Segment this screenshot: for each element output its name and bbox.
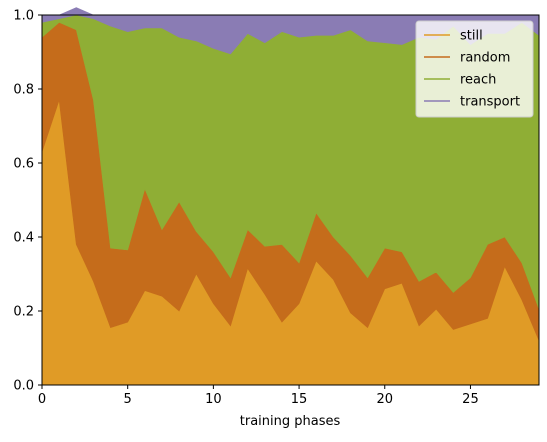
x-tick-label: 15 <box>291 392 308 407</box>
x-tick-label: 20 <box>376 392 393 407</box>
plot-frame <box>41 14 540 386</box>
legend-box <box>415 20 534 118</box>
y-tick-label: 0.2 <box>13 305 34 320</box>
legend: still random reach transport <box>415 20 534 118</box>
x-tick-label: 0 <box>38 392 46 407</box>
y-tick-label: 0.6 <box>13 157 34 172</box>
y-tick-label: 0.0 <box>13 379 34 394</box>
y-tick-label: 0.4 <box>13 231 34 246</box>
legend-label-still: still <box>460 29 483 44</box>
x-tick-label: 10 <box>205 392 222 407</box>
axis-ticks: 0 5 10 15 20 25 0.0 0.2 0.4 0.6 0.8 1.0 <box>13 9 478 408</box>
x-tick-label: 25 <box>462 392 479 407</box>
legend-label-transport: transport <box>460 95 520 110</box>
areas-layer <box>41 7 540 386</box>
y-tick-label: 1.0 <box>13 9 34 24</box>
legend-label-random: random <box>460 51 510 66</box>
legend-label-reach: reach <box>460 73 496 88</box>
x-axis-label: training phases <box>240 414 341 429</box>
y-tick-label: 0.8 <box>13 83 34 98</box>
x-tick-label: 5 <box>124 392 132 407</box>
